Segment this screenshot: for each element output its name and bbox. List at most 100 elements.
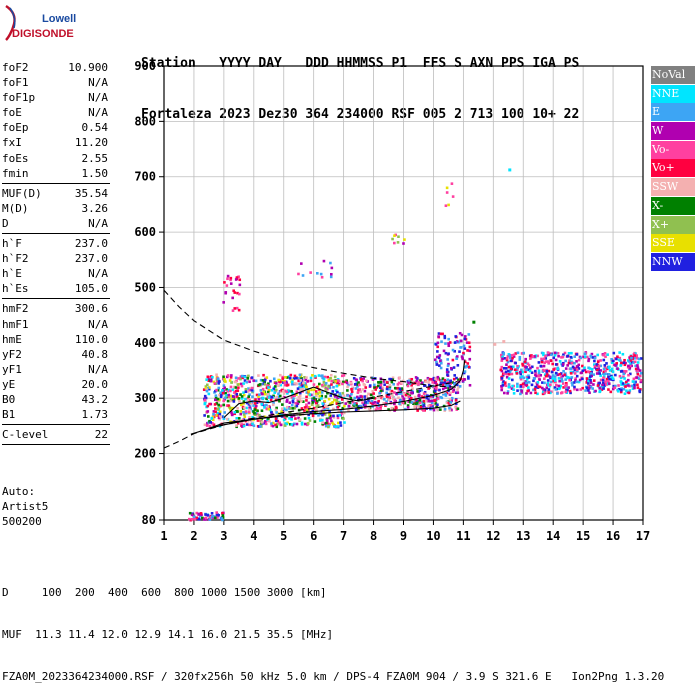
echo-point [615, 362, 619, 365]
echo-point [251, 395, 254, 398]
echo-point [216, 407, 220, 411]
y-tick-label: 600 [134, 225, 156, 239]
echo-point [217, 399, 221, 403]
echo-cluster-m3 [391, 233, 406, 245]
echo-point [310, 403, 314, 406]
echo-point [388, 383, 392, 387]
echo-point [600, 388, 604, 391]
echo-point [530, 383, 534, 387]
echo-point [372, 392, 375, 395]
echo-point [558, 379, 561, 383]
echo-point [429, 404, 433, 407]
echo-point [464, 335, 467, 338]
echo-point [377, 381, 381, 384]
echo-point [536, 366, 539, 370]
echo-point [445, 370, 449, 374]
echo-point [226, 374, 230, 377]
param-label: fxI [2, 136, 22, 150]
echo-point [278, 394, 282, 398]
echo-point [330, 266, 334, 270]
param-row-b1: B1 1.73 [0, 407, 112, 422]
echo-point [300, 388, 304, 391]
echo-point [347, 409, 350, 412]
echo-point [573, 372, 577, 375]
echo-point [311, 414, 315, 418]
echo-point [348, 401, 352, 404]
echo-point [296, 387, 300, 390]
echo-point [379, 382, 383, 385]
echo-point [342, 380, 345, 384]
echo-point [444, 342, 447, 345]
echo-point [456, 407, 460, 411]
echo-point [300, 381, 304, 384]
echo-point [549, 380, 553, 384]
echo-point [288, 411, 292, 415]
echo-point [557, 387, 561, 391]
echo-point [362, 383, 366, 386]
echo-point [333, 375, 337, 379]
echo-point [575, 353, 579, 356]
echo-point [367, 407, 371, 410]
echo-point [529, 355, 533, 359]
echo-point [305, 376, 308, 379]
echo-point [570, 381, 574, 385]
echo-point [593, 363, 596, 366]
echo-point [429, 407, 432, 411]
echo-point [628, 389, 632, 392]
echo-point [247, 410, 251, 414]
x-tick-label: 5 [280, 529, 287, 543]
echo-point [465, 341, 469, 344]
echo-point [305, 385, 308, 389]
echo-cluster-f-upper [344, 376, 460, 412]
y-tick-label: 800 [134, 114, 156, 128]
echo-point [530, 371, 534, 374]
echo-point [447, 401, 451, 405]
echo-point [398, 402, 401, 406]
echo-point [375, 405, 379, 409]
echo-point [553, 351, 557, 355]
echo-point [329, 373, 333, 377]
echo-point [628, 364, 632, 368]
echo-point [290, 403, 294, 407]
echo-point [511, 384, 514, 388]
echo-point [510, 387, 514, 390]
echo-point [458, 331, 462, 335]
echo-point [447, 362, 450, 366]
echo-point [274, 417, 278, 420]
ionogram-chart: 1 2 3 4 5 6 7 8 9 10 11 12 13 14 15 16 17802003004005006… [134, 59, 650, 543]
echo-point [569, 391, 572, 395]
echo-point [617, 384, 620, 387]
echo-point [223, 411, 226, 414]
echo-point [437, 356, 441, 360]
echo-point [507, 377, 511, 380]
param-row-clevel: C-level 22 [0, 427, 112, 442]
echo-point [227, 393, 231, 397]
echo-point [612, 351, 616, 355]
echo-point [286, 389, 290, 392]
echo-point [585, 381, 589, 384]
echo-point [407, 379, 411, 383]
echo-point [598, 386, 601, 390]
echo-point [307, 416, 311, 420]
echo-point [567, 352, 571, 355]
echo-point [397, 381, 401, 385]
echo-point [239, 393, 242, 396]
echo-point [350, 392, 353, 396]
echo-point [269, 398, 273, 402]
echo-point [447, 387, 450, 390]
echo-point [294, 393, 298, 397]
echo-point [295, 404, 299, 408]
echo-point [279, 380, 282, 384]
param-value: 43.2 [81, 392, 109, 406]
echo-point [620, 388, 623, 392]
echo-point [500, 375, 504, 379]
echo-point [622, 361, 626, 365]
echo-point [321, 374, 324, 377]
echo-point [322, 411, 325, 414]
echo-point [546, 379, 550, 382]
echo-point [337, 402, 341, 406]
echo-point [303, 406, 307, 409]
echo-point [212, 410, 216, 413]
echo-point [359, 404, 362, 408]
echo-point [229, 276, 233, 280]
